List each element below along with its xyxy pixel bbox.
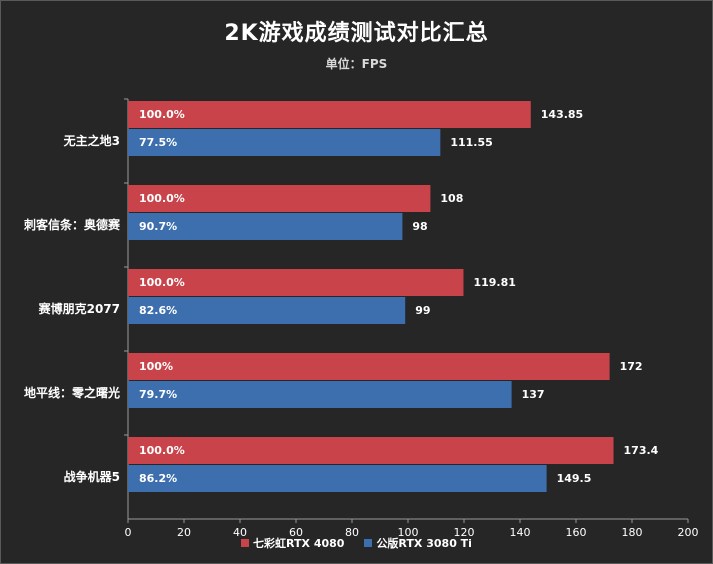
bar-value-label: 108 bbox=[440, 192, 463, 205]
bar-series-1 bbox=[128, 353, 610, 380]
x-tick-label: 140 bbox=[510, 526, 531, 539]
x-tick-label: 160 bbox=[566, 526, 587, 539]
bar-percent-label: 86.2% bbox=[139, 472, 177, 485]
bar-series-1 bbox=[128, 185, 431, 212]
bar-percent-label: 82.6% bbox=[139, 304, 177, 317]
bar-percent-label: 100.0% bbox=[139, 108, 185, 121]
bar-percent-label: 77.5% bbox=[139, 136, 177, 149]
bar-value-label: 172 bbox=[620, 360, 643, 373]
category-label: 无主之地3 bbox=[63, 133, 120, 148]
bar-value-label: 111.55 bbox=[450, 136, 492, 149]
legend-item-series-2: 公版RTX 3080 Ti bbox=[364, 535, 472, 551]
legend-label-series-1: 七彩虹RTX 4080 bbox=[253, 537, 345, 550]
chart-legend: 七彩虹RTX 4080 公版RTX 3080 Ti bbox=[1, 535, 712, 551]
bar-percent-label: 100.0% bbox=[139, 276, 185, 289]
bar-value-label: 119.81 bbox=[473, 276, 515, 289]
bar-value-label: 173.4 bbox=[624, 444, 659, 457]
bar-value-label: 149.5 bbox=[557, 472, 592, 485]
legend-swatch-series-2 bbox=[364, 539, 373, 547]
bar-percent-label: 79.7% bbox=[139, 388, 177, 401]
x-tick-label: 120 bbox=[454, 526, 475, 539]
legend-swatch-series-1 bbox=[241, 539, 250, 547]
legend-label-series-2: 公版RTX 3080 Ti bbox=[376, 537, 472, 550]
bar-percent-label: 100.0% bbox=[139, 192, 185, 205]
x-tick-label: 0 bbox=[125, 526, 132, 539]
bar-series-1 bbox=[128, 101, 531, 128]
category-label: 赛博朋克2077 bbox=[38, 301, 120, 316]
x-tick-label: 180 bbox=[622, 526, 643, 539]
category-label: 战争机器5 bbox=[64, 469, 120, 484]
bar-series-2 bbox=[128, 129, 441, 156]
legend-item-series-1: 七彩虹RTX 4080 bbox=[241, 535, 344, 551]
x-tick-label: 20 bbox=[177, 526, 191, 539]
bar-series-2 bbox=[128, 465, 547, 492]
bar-series-2 bbox=[128, 381, 512, 408]
bar-series-1 bbox=[128, 269, 464, 296]
bar-value-label: 99 bbox=[415, 304, 430, 317]
bar-value-label: 143.85 bbox=[541, 108, 583, 121]
x-tick-label: 100 bbox=[398, 526, 419, 539]
category-label: 地平线：零之曙光 bbox=[24, 385, 120, 400]
x-tick-label: 60 bbox=[289, 526, 303, 539]
bar-series-2 bbox=[128, 297, 406, 324]
chart-subtitle: 单位：FPS bbox=[325, 57, 388, 71]
bar-percent-label: 90.7% bbox=[139, 220, 177, 233]
x-tick-label: 200 bbox=[678, 526, 699, 539]
category-label: 刺客信条：奥德赛 bbox=[23, 217, 121, 232]
bar-percent-label: 100% bbox=[139, 360, 173, 373]
bar-percent-label: 100.0% bbox=[139, 444, 185, 457]
bar-series-1 bbox=[128, 437, 614, 464]
bar-series-2 bbox=[128, 213, 403, 240]
x-tick-label: 80 bbox=[345, 526, 359, 539]
bar-value-label: 98 bbox=[412, 220, 427, 233]
chart-title: 2K游戏成绩测试对比汇总 bbox=[224, 21, 489, 46]
x-tick-label: 40 bbox=[233, 526, 247, 539]
bar-value-label: 137 bbox=[522, 388, 545, 401]
